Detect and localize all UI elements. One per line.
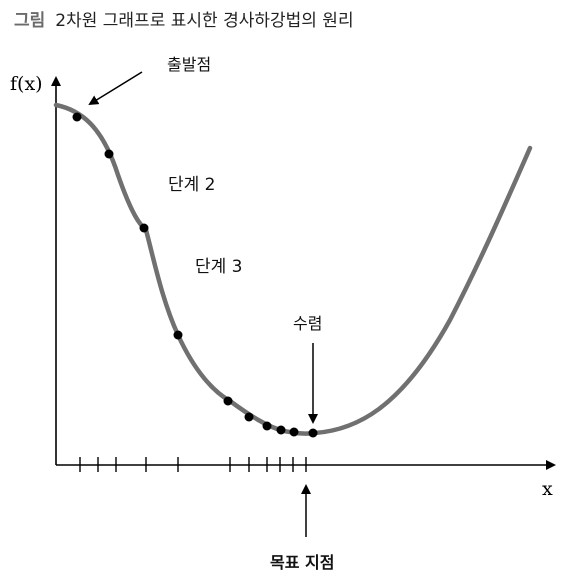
step-point: [308, 428, 318, 438]
step-point: [72, 112, 82, 122]
step-point: [276, 425, 286, 435]
caption-title: 2차원 그래프로 표시한 경사하강법의 원리: [55, 11, 354, 31]
step3-label: 단계 3: [195, 257, 243, 277]
step-point: [139, 223, 149, 233]
step-point: [104, 149, 114, 159]
y-axis-label: f(x): [10, 73, 43, 95]
step2-label: 단계 2: [168, 175, 216, 195]
target-label: 목표 지점: [270, 553, 334, 572]
x-axis-ticks: [79, 457, 307, 472]
converge-label: 수렴: [293, 314, 322, 333]
step-point: [262, 421, 272, 431]
start-label: 출발점: [167, 55, 211, 74]
step-point: [173, 330, 183, 340]
figure-caption: 그림 2차원 그래프로 표시한 경사하강법의 원리: [14, 6, 354, 31]
start-arrow: [88, 71, 143, 106]
x-axis-label: x: [542, 478, 553, 500]
function-curve: [53, 102, 533, 436]
step-point: [289, 427, 299, 437]
descent-points: [72, 112, 318, 438]
caption-label: 그림: [14, 11, 46, 31]
step-point: [244, 412, 254, 422]
step-point: [223, 396, 233, 406]
